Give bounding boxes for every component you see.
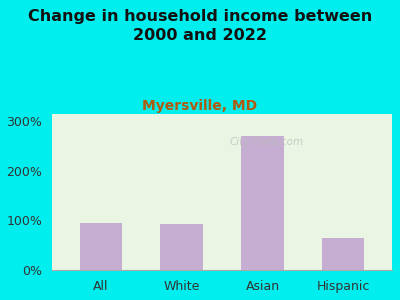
Bar xyxy=(80,223,122,270)
Text: Myersville, MD: Myersville, MD xyxy=(142,99,258,113)
Text: Change in household income between
2000 and 2022: Change in household income between 2000 … xyxy=(28,9,372,43)
Bar xyxy=(322,238,364,270)
Text: City-Data.com: City-Data.com xyxy=(229,137,303,147)
Bar xyxy=(242,136,284,270)
Bar xyxy=(160,224,202,270)
